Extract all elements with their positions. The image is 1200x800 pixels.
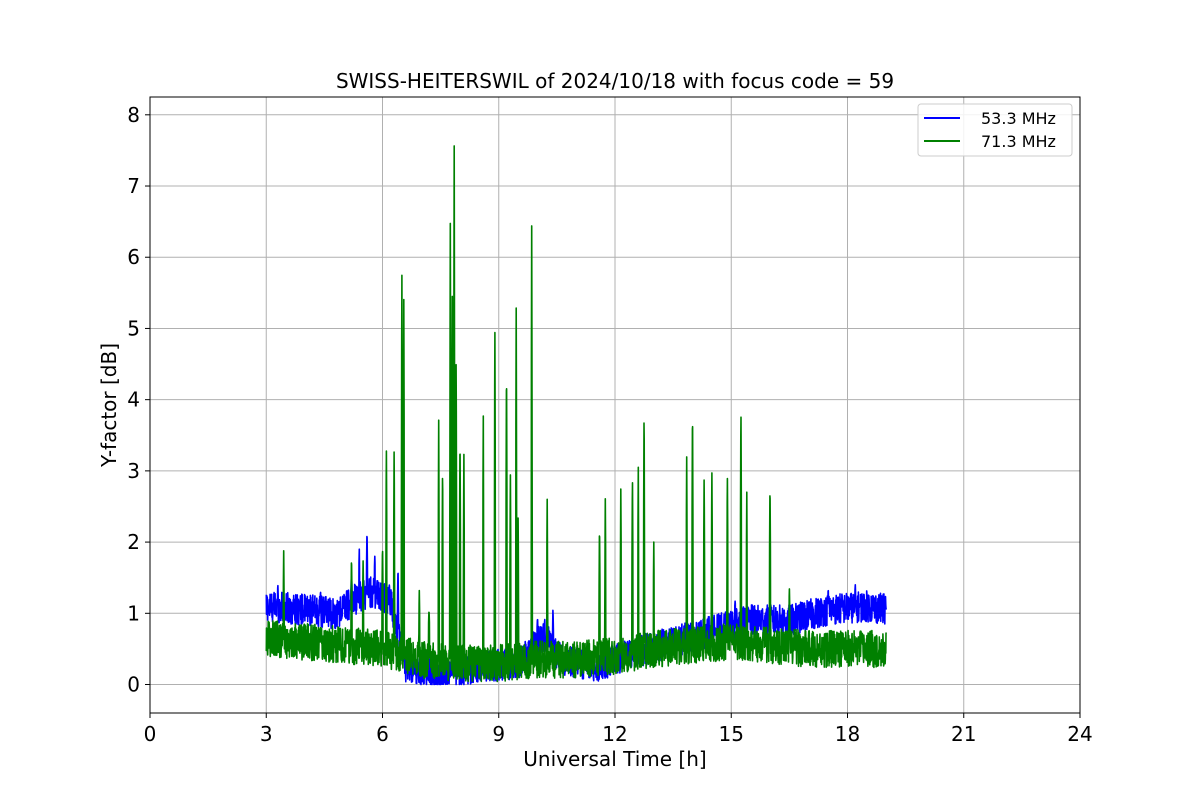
y-tick-label: 3: [127, 459, 140, 483]
x-tick-label: 15: [719, 722, 744, 746]
y-tick-label: 7: [127, 174, 140, 198]
y-tick-label: 6: [127, 245, 140, 269]
x-axis-label: Universal Time [h]: [523, 747, 706, 771]
x-tick-label: 18: [835, 722, 860, 746]
x-tick-label: 12: [602, 722, 627, 746]
y-tick-label: 0: [127, 673, 140, 697]
x-axis: 0 3 6 9 12 15 18 21 24: [144, 713, 1093, 746]
legend-label: 71.3 MHz: [981, 132, 1056, 151]
plot-area: [265, 145, 888, 686]
x-tick-label: 0: [144, 722, 157, 746]
chart-title: SWISS-HEITERSWIL of 2024/10/18 with focu…: [336, 69, 894, 93]
x-tick-label: 21: [951, 722, 976, 746]
legend: 53.3 MHz 71.3 MHz: [917, 103, 1073, 157]
x-tick-label: 9: [492, 722, 505, 746]
y-tick-label: 1: [127, 601, 140, 625]
x-tick-label: 24: [1067, 722, 1092, 746]
y-tick-label: 4: [127, 388, 140, 412]
x-tick-label: 3: [260, 722, 273, 746]
legend-label: 53.3 MHz: [981, 109, 1056, 128]
y-tick-label: 8: [127, 103, 140, 127]
y-axis-label: Y-factor [dB]: [97, 343, 121, 468]
series-line: [265, 145, 888, 683]
x-tick-label: 6: [376, 722, 389, 746]
y-axis: 0 1 2 3 4 5 6 7 8: [127, 103, 150, 697]
y-tick-label: 5: [127, 316, 140, 340]
y-tick-label: 2: [127, 530, 140, 554]
